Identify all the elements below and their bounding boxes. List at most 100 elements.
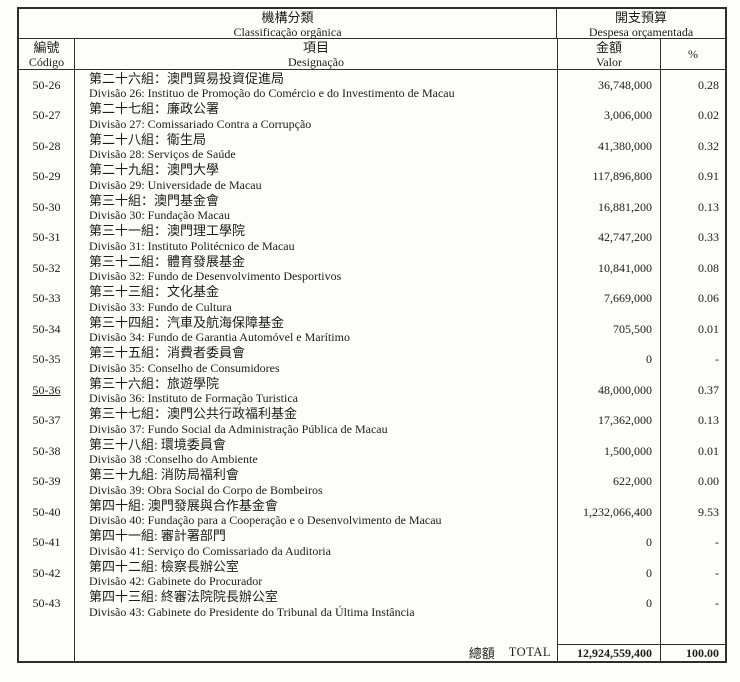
table-row: 50-33 第三十三組：文化基金 Divisão 33: Fundo de Cu… <box>19 283 725 314</box>
row-percent: 9.53 <box>698 504 719 519</box>
table-row: 50-43 第四十三組: 終審法院院長辦公室 Divisão 43: Gabin… <box>19 588 725 619</box>
column-header-code: 編號 Código <box>19 39 75 69</box>
row-designation-pt: Divisão 33: Fundo de Cultura <box>89 299 232 314</box>
row-designation-zh: 第三十八組: 環境委員會 <box>89 436 226 452</box>
row-code: 50-36 <box>19 375 75 406</box>
row-designation-pt: Divisão 32: Fundo de Desenvolvimento Des… <box>89 269 342 283</box>
row-designation-zh: 第三十五組：消費者委員會 <box>89 345 246 360</box>
row-percent: 0.28 <box>698 77 719 92</box>
row-code: 50-28 <box>19 131 75 162</box>
table-row: 50-31 第三十一組：澳門理工學院 Divisão 31: Instituto… <box>19 222 725 253</box>
header-budgeted-expense-pt: Despesa orçamentada <box>588 25 694 38</box>
row-designation-zh: 第二十七組：廉政公署 <box>89 101 220 116</box>
row-designation-zh: 第三十組：澳門基金會 <box>89 192 220 208</box>
row-code: 50-26 <box>19 70 75 101</box>
row-code: 50-38 <box>19 436 75 467</box>
table-body: 50-26 第二十六組：澳門貿易投資促進局 Divisão 26: Instit… <box>19 70 725 661</box>
row-designation: 第四十三組: 終審法院院長辦公室 Divisão 43: Gabinete do… <box>75 588 558 619</box>
table-row: 50-32 第三十二組：體育發展基金 Divisão 32: Fundo de … <box>19 253 725 284</box>
row-amount: 622,000 <box>558 466 661 497</box>
row-designation-pt: Divisão 38 :Conselho do Ambiente <box>89 452 258 466</box>
column-header-designation-zh: 項目 <box>302 40 329 55</box>
table-row: 50-29 第二十九組：澳門大學 Divisão 29: Universidad… <box>19 161 725 192</box>
row-designation-pt: Divisão 37: Fundo Social da Administraçã… <box>89 421 388 436</box>
column-header-code-zh: 編號 <box>33 40 60 55</box>
row-designation-pt: Divisão 39: Obra Social do Corpo de Bomb… <box>89 482 323 497</box>
row-amount: 1,232,066,400 <box>558 497 661 528</box>
row-designation-zh: 第三十六組：旅遊學院 <box>89 375 220 391</box>
table-row: 50-35 第三十五組：消費者委員會 Divisão 35: Conselho … <box>19 344 725 375</box>
total-code-cell <box>19 644 75 661</box>
row-designation: 第二十九組：澳門大學 Divisão 29: Universidade de M… <box>75 161 558 192</box>
table-row: 50-30 第三十組：澳門基金會 Divisão 30: Fundação Ma… <box>19 192 725 223</box>
total-label-cell: 總額 TOTAL <box>75 644 558 661</box>
row-designation: 第四十一組: 審計署部門 Divisão 41: Serviço do Comi… <box>75 527 558 558</box>
row-designation-pt: Divisão 34: Fundo de Garantia Automóvel … <box>89 330 350 344</box>
row-percent: 0.06 <box>698 291 719 306</box>
row-amount: 48,000,000 <box>558 375 661 406</box>
row-percent: 0.00 <box>698 474 719 489</box>
row-code: 50-39 <box>19 466 75 497</box>
row-code: 50-42 <box>19 558 75 589</box>
row-designation: 第二十七組：廉政公署 Divisão 27: Comissariado Cont… <box>75 100 558 131</box>
row-code: 50-43 <box>19 588 75 619</box>
header-organic-classification: 機構分類 Classificação orgânica <box>19 9 557 38</box>
row-percent: 0.13 <box>698 199 719 214</box>
row-designation-pt: Divisão 29: Universidade de Macau <box>89 177 262 192</box>
row-designation-pt: Divisão 42: Gabinete do Procurador <box>89 574 263 588</box>
header-organic-classification-pt: Classificação orgânica <box>233 25 342 38</box>
header-organic-classification-zh: 機構分類 <box>261 10 314 25</box>
row-designation-zh: 第二十八組：衛生局 <box>89 131 207 147</box>
row-percent: 0.13 <box>698 413 719 428</box>
table-header-group-row: 機構分類 Classificação orgânica 開支預算 Despesa… <box>19 9 725 39</box>
row-code: 50-27 <box>19 100 75 131</box>
header-budgeted-expense: 開支預算 Despesa orçamentada <box>557 9 725 38</box>
row-code: 50-34 <box>19 314 75 345</box>
row-amount: 0 <box>558 527 661 558</box>
row-designation-pt: Divisão 35: Conselho de Consumidores <box>89 360 280 375</box>
row-percent: - <box>715 535 719 550</box>
budget-table: 機構分類 Classificação orgânica 開支預算 Despesa… <box>17 7 727 663</box>
row-designation: 第三十三組：文化基金 Divisão 33: Fundo de Cultura <box>75 283 558 314</box>
row-code: 50-40 <box>19 497 75 528</box>
row-designation-pt: Divisão 26: Instituo de Promoção do Comé… <box>89 86 455 100</box>
row-designation-pt: Divisão 28: Serviços de Saúde <box>89 147 236 161</box>
row-code: 50-30 <box>19 192 75 223</box>
row-designation-zh: 第三十四組：汽車及航海保障基金 <box>89 314 285 330</box>
row-designation-zh: 第二十九組：澳門大學 <box>89 162 220 177</box>
row-designation: 第三十五組：消費者委員會 Divisão 35: Conselho de Con… <box>75 344 558 375</box>
header-budgeted-expense-zh: 開支預算 <box>614 10 667 25</box>
table-row: 50-39 第三十九組: 消防局福利會 Divisão 39: Obra Soc… <box>19 466 725 497</box>
row-amount: 117,896,800 <box>558 161 661 192</box>
row-percent: - <box>715 565 719 580</box>
total-percent: 100.00 <box>661 644 725 661</box>
row-percent: 0.91 <box>698 169 719 184</box>
table-row: 50-41 第四十一組: 審計署部門 Divisão 41: Serviço d… <box>19 527 725 558</box>
row-designation: 第二十六組：澳門貿易投資促進局 Divisão 26: Instituo de … <box>75 70 558 101</box>
row-designation-zh: 第四十一組: 審計署部門 <box>89 528 226 543</box>
column-header-amount: 金額 Valor <box>558 39 661 69</box>
row-designation-zh: 第四十三組: 終審法院院長辦公室 <box>89 589 278 604</box>
row-amount: 41,380,000 <box>558 131 661 162</box>
total-label-zh: 總額 <box>468 646 495 661</box>
total-amount: 12,924,559,400 <box>558 644 661 661</box>
row-designation: 第二十八組：衛生局 Divisão 28: Serviços de Saúde <box>75 131 558 162</box>
row-percent: - <box>715 352 719 367</box>
row-code: 50-33 <box>19 283 75 314</box>
row-designation-pt: Divisão 30: Fundação Macau <box>89 208 230 222</box>
row-code: 50-35 <box>19 344 75 375</box>
row-designation-pt: Divisão 31: Instituto Politécnico de Mac… <box>89 238 295 253</box>
row-designation-pt: Divisão 40: Fundação para a Cooperação e… <box>89 513 442 527</box>
row-percent: 0.01 <box>698 321 719 336</box>
row-percent: 0.01 <box>698 443 719 458</box>
row-percent: - <box>715 596 719 611</box>
row-amount: 705,500 <box>558 314 661 345</box>
row-designation-zh: 第三十七組：澳門公共行政福利基金 <box>89 406 298 421</box>
row-designation: 第三十九組: 消防局福利會 Divisão 39: Obra Social do… <box>75 466 558 497</box>
column-header-code-pt: Código <box>28 55 65 69</box>
row-code: 50-32 <box>19 253 75 284</box>
row-percent: 0.08 <box>698 260 719 275</box>
row-designation: 第四十組: 澳門發展與合作基金會 Divisão 40: Fundação pa… <box>75 497 558 528</box>
row-designation: 第三十四組：汽車及航海保障基金 Divisão 34: Fundo de Gar… <box>75 314 558 345</box>
table-row: 50-27 第二十七組：廉政公署 Divisão 27: Comissariad… <box>19 100 725 131</box>
